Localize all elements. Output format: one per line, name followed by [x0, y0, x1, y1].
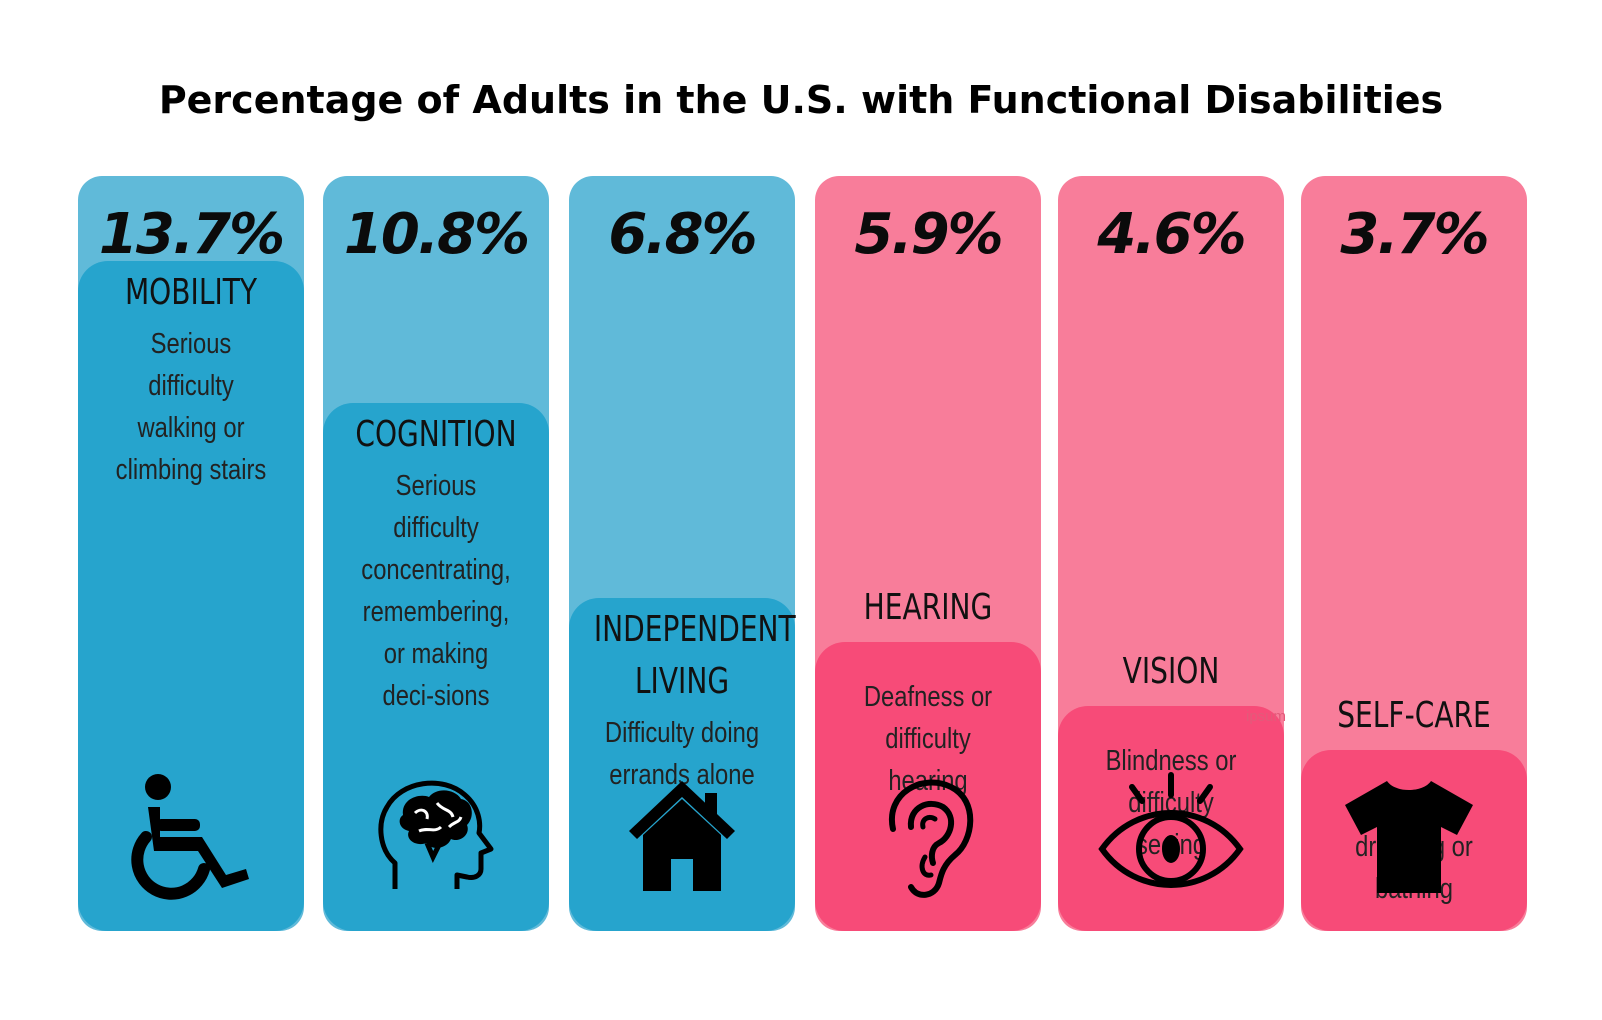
bar-column-independent-living: 6.8% INDEPENDENT LIVING Difficulty doing e…	[569, 176, 796, 931]
eye-icon	[1096, 771, 1246, 906]
tshirt-icon	[1339, 771, 1479, 906]
value-label: 3.7%	[1340, 202, 1489, 267]
bar-column-mobility: 13.7% MOBILITY Serious difficulty walking …	[78, 176, 304, 931]
value-label: 13.7%	[98, 202, 285, 267]
bar-column-cognition: 10.8% COGNITION Serious difficulty concent…	[323, 176, 549, 931]
category-label: SELF-CARE	[1337, 695, 1491, 736]
category-label: HEARING	[863, 587, 993, 628]
ear-icon	[863, 771, 993, 906]
watermark: ipsum	[1246, 708, 1287, 725]
value-label: 4.6%	[1097, 202, 1246, 267]
category-label: COGNITION	[355, 414, 517, 455]
brain-head-icon	[371, 771, 501, 906]
house-icon	[617, 771, 747, 906]
category-description: Serious difficulty concentrating, rememb…	[361, 470, 511, 712]
value-label: 5.9%	[854, 202, 1003, 267]
category-description: Serious difficulty walking or climbing s…	[115, 328, 267, 486]
value-label: 10.8%	[343, 202, 530, 267]
bar-independent-living	[569, 598, 795, 931]
value-label: 6.8%	[608, 202, 757, 267]
bar-column-self-care: 3.7%SELF-CAREDifficulty dressing or bath…	[1301, 176, 1527, 931]
category-label: VISION	[1122, 651, 1220, 692]
category-label: MOBILITY	[124, 272, 258, 313]
bar-hearing	[815, 642, 1041, 931]
bar-column-hearing: 5.9% HEARING Deafness or difficulty hearin…	[815, 176, 1041, 931]
category-label: INDEPENDENT LIVING	[593, 609, 796, 702]
chart-title: Percentage of Adults in the U.S. with Fu…	[158, 78, 1444, 122]
wheelchair-icon	[126, 771, 256, 906]
